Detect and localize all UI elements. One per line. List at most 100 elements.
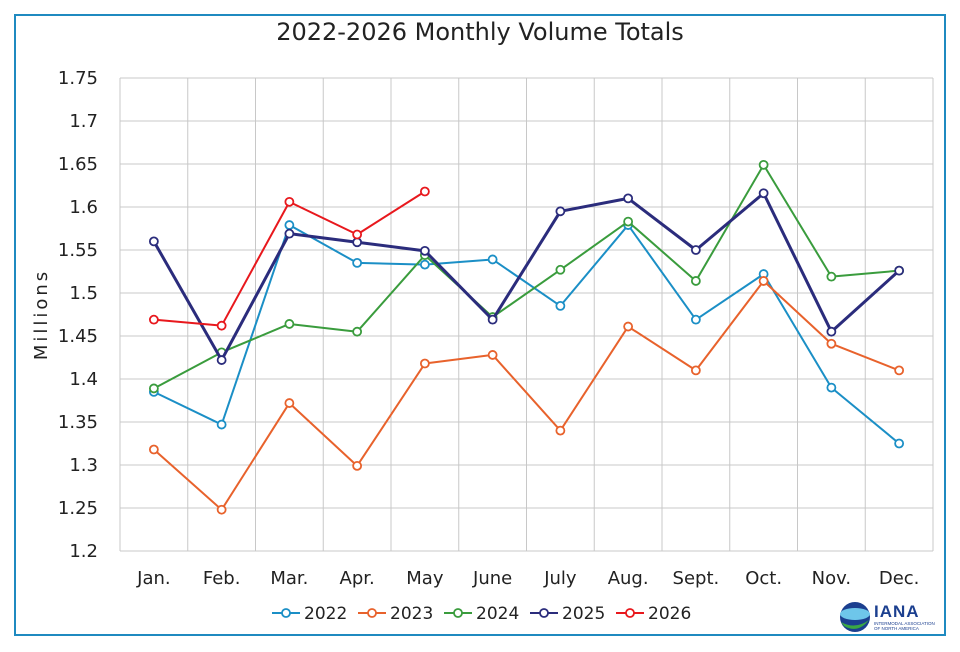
legend-item: 2022 [272, 604, 347, 624]
data-point [352, 257, 363, 268]
legend-label: 2024 [476, 604, 519, 624]
data-point [894, 265, 905, 276]
data-point [148, 383, 159, 394]
y-tick-label: 1.4 [69, 369, 98, 390]
legend-item: 2024 [444, 604, 519, 624]
x-tick-label: May [406, 568, 444, 589]
y-tick-label: 1.75 [58, 68, 98, 89]
y-tick-label: 1.35 [58, 412, 98, 433]
y-tick-label: 1.25 [58, 498, 98, 519]
data-point [894, 438, 905, 449]
globe-icon [840, 602, 870, 632]
legend-swatch-marker [625, 608, 635, 618]
data-point [487, 254, 498, 265]
data-point [352, 326, 363, 337]
legend-swatch-marker [453, 608, 463, 618]
legend-swatch-marker [367, 608, 377, 618]
data-point [690, 314, 701, 325]
data-point [284, 220, 295, 230]
data-point [623, 216, 634, 227]
data-point [352, 229, 363, 240]
x-tick-label: Apr. [340, 568, 375, 589]
data-point [758, 159, 769, 170]
data-point [216, 355, 227, 365]
x-tick-label: Aug. [608, 568, 649, 589]
data-point [487, 314, 498, 325]
data-point [216, 419, 227, 430]
y-tick-label: 1.55 [58, 240, 98, 261]
data-point [284, 196, 295, 207]
x-tick-label: Dec. [879, 568, 920, 589]
data-point [826, 382, 837, 393]
series-line [153, 224, 900, 445]
data-point [555, 264, 566, 275]
data-point [623, 193, 634, 204]
grid [119, 77, 934, 552]
series-2025 [148, 188, 905, 365]
y-tick-label: 1.65 [58, 154, 98, 175]
data-point [690, 276, 701, 286]
series-lines [148, 159, 905, 515]
axes: 1.2 1.25 1.3 1.35 1.4 1.45 1.5 1.55 1.6 1.65 1.7 1.… [31, 68, 919, 589]
x-tick-label: July [543, 568, 577, 589]
data-point [148, 236, 159, 247]
data-point [555, 206, 566, 217]
series-line [152, 191, 901, 362]
series-2022 [148, 220, 905, 449]
x-tick-label: Mar. [270, 568, 308, 589]
data-point [894, 365, 905, 376]
data-point [555, 425, 566, 436]
series-2026 [148, 186, 430, 331]
data-point [758, 276, 769, 286]
data-point [148, 444, 159, 455]
y-tick-label: 1.3 [69, 455, 98, 476]
chart-title: 2022-2026 Monthly Volume Totals [276, 18, 684, 46]
legend: 2022 2023 2024 2025 2026 [272, 604, 691, 624]
legend-label: 2025 [562, 604, 605, 624]
data-point [284, 398, 295, 408]
legend-item: 2023 [358, 604, 433, 624]
logo-tagline: INTERMODAL ASSOCIATION OF NORTH AMERICA [874, 621, 935, 631]
y-tick-label: 1.45 [58, 326, 98, 347]
data-point [352, 237, 363, 248]
legend-label: 2022 [304, 604, 347, 624]
legend-item: 2025 [530, 604, 605, 624]
chart-frame [14, 14, 946, 636]
data-point [216, 320, 227, 331]
x-tick-label: June [472, 568, 512, 589]
y-tick-label: 1.2 [69, 541, 98, 562]
legend-swatch-marker [281, 608, 291, 618]
series-2023 [148, 276, 905, 515]
series-line [153, 163, 900, 390]
data-point [284, 319, 295, 329]
data-point [419, 245, 430, 256]
y-tick-label: 1.5 [69, 283, 98, 304]
legend-label: 2023 [390, 604, 433, 624]
y-tick-label: 1.7 [69, 111, 98, 132]
x-tick-label: Oct. [745, 568, 782, 589]
legend-swatch-marker [539, 608, 549, 618]
data-point [826, 271, 837, 282]
iana-logo: IANA INTERMODAL ASSOCIATION OF NORTH AME… [838, 600, 938, 636]
data-point [216, 504, 227, 515]
data-point [352, 460, 363, 471]
logo-name: IANA [874, 602, 920, 621]
x-tick-label: Jan. [136, 568, 170, 589]
y-axis-title: Millions [31, 269, 52, 360]
data-point [758, 188, 769, 199]
data-point [419, 358, 430, 369]
data-point [419, 186, 430, 197]
data-point [487, 350, 498, 360]
data-point [826, 338, 837, 349]
data-point [555, 300, 566, 311]
data-point [623, 321, 634, 332]
data-point [148, 314, 159, 325]
data-point [826, 326, 837, 337]
x-tick-label: Nov. [812, 568, 851, 589]
data-point [284, 228, 295, 239]
data-point [419, 259, 430, 270]
x-tick-label: Sept. [673, 568, 720, 589]
data-point [690, 245, 701, 255]
legend-label: 2026 [648, 604, 691, 624]
